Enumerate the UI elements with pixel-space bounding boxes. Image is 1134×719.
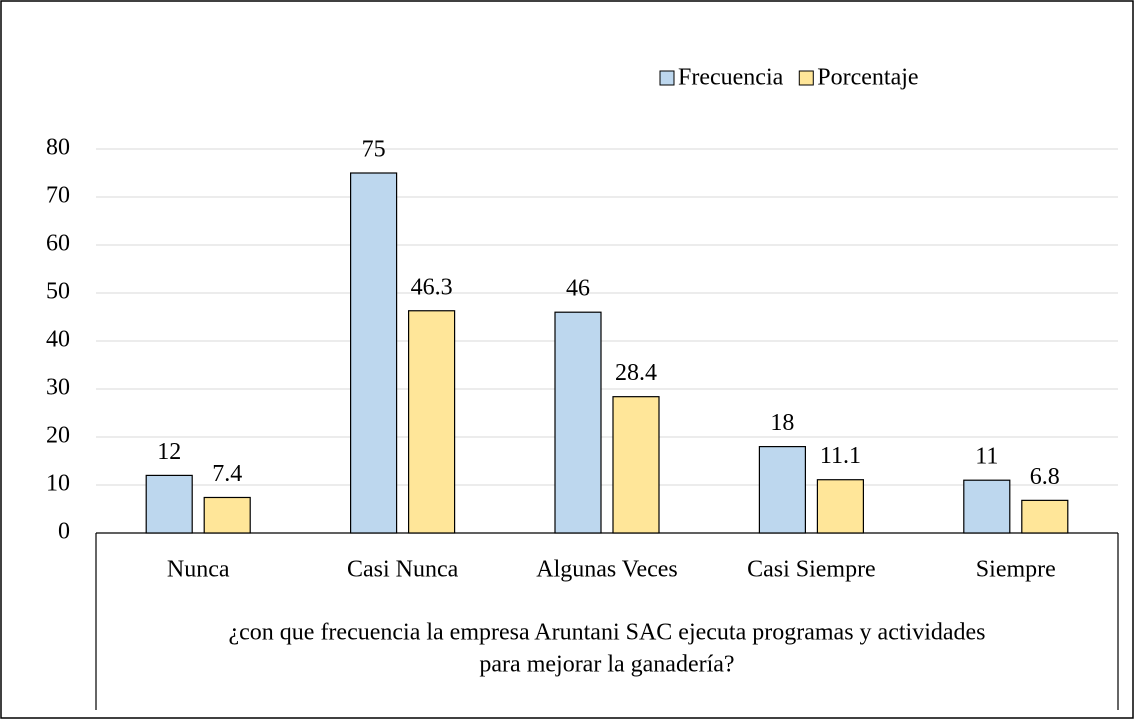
legend-label: Frecuencia: [678, 65, 784, 91]
bar: [963, 479, 1011, 534]
x-tick-label: Siempre: [976, 557, 1056, 583]
y-tick-label: 80: [46, 135, 70, 161]
y-tick-label: 40: [46, 327, 70, 353]
y-tick-label: 60: [46, 231, 70, 257]
bar: [816, 479, 865, 534]
data-label: 75: [362, 137, 386, 163]
data-label: 11.1: [820, 443, 861, 469]
y-tick-label: 10: [46, 471, 70, 497]
y-tick-label: 70: [46, 183, 70, 209]
y-tick-label: 50: [46, 279, 70, 305]
bar: [350, 172, 398, 534]
y-tick-label: 0: [58, 519, 70, 545]
x-tick-label: Casi Siempre: [747, 557, 876, 583]
bar: [758, 446, 807, 534]
bar: [612, 396, 660, 534]
y-tick-label: 20: [46, 423, 70, 449]
bar: [203, 496, 251, 534]
x-tick-label: Algunas Veces: [536, 557, 678, 583]
data-label: 28.4: [615, 360, 657, 386]
bar: [1021, 499, 1069, 534]
data-label: 46.3: [411, 274, 453, 300]
data-label: 18: [770, 410, 794, 436]
legend-swatch: [798, 70, 814, 86]
data-label: 12: [157, 439, 181, 465]
data-label: 6.8: [1030, 464, 1060, 490]
x-tick-label: Casi Nunca: [347, 557, 459, 583]
data-label: 7.4: [212, 461, 242, 487]
bar: [145, 474, 193, 534]
x-axis-title: para mejorar la ganadería?: [479, 652, 734, 678]
bar: [408, 310, 456, 534]
legend-label: Porcentaje: [817, 65, 918, 91]
x-tick-label: Nunca: [167, 557, 230, 583]
data-label: 46: [566, 276, 590, 302]
y-tick-label: 30: [46, 375, 70, 401]
data-label: 11: [975, 444, 998, 470]
x-axis-title: ¿con que frecuencia la empresa Aruntani …: [228, 620, 985, 646]
legend-swatch: [659, 70, 675, 86]
bar: [554, 311, 602, 534]
